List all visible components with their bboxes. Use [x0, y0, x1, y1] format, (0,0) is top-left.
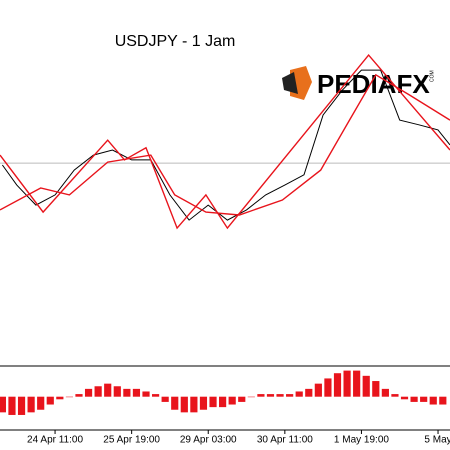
histogram-bar	[180, 396, 188, 413]
x-tick-label: 5 May	[424, 435, 450, 446]
histogram-bar	[199, 396, 208, 410]
histogram-bar	[209, 396, 217, 408]
histogram-bar	[257, 394, 265, 397]
histogram-bar	[400, 396, 409, 400]
x-tick-label: 1 May 19:00	[334, 435, 389, 446]
histogram-bar	[324, 378, 332, 397]
histogram-bar	[305, 388, 313, 397]
histogram-bar	[151, 394, 160, 397]
histogram-bar	[8, 396, 16, 415]
indicator-line	[0, 54, 450, 230]
histogram-bar	[104, 383, 112, 397]
histogram-bar	[276, 394, 284, 397]
histogram-bar	[286, 394, 294, 397]
histogram-bar	[37, 396, 45, 410]
histogram-bar	[333, 373, 342, 397]
histogram-bar	[142, 391, 150, 397]
histogram-bar	[228, 396, 236, 405]
logo-icon-dark	[282, 72, 298, 94]
histogram-bar	[343, 370, 351, 397]
histogram-bar	[314, 383, 322, 397]
x-tick-label: 30 Apr 11:00	[257, 435, 313, 446]
x-tick-label: 25 Apr 19:00	[103, 435, 160, 446]
histogram-bar	[295, 391, 303, 397]
histogram-bar	[0, 396, 6, 413]
histogram-bar	[84, 388, 93, 397]
histogram-bar	[161, 396, 169, 402]
histogram-bar	[171, 396, 179, 410]
histogram-bar	[65, 396, 74, 398]
histogram-bar	[353, 370, 361, 397]
histogram-bar	[123, 388, 131, 397]
histogram-bar	[75, 394, 83, 397]
logo-suffix: COM	[429, 70, 435, 82]
x-tick-label: 24 Apr 11:00	[27, 435, 83, 446]
histogram-bar	[362, 375, 370, 397]
histogram-bar	[381, 388, 389, 397]
histogram-bar	[391, 394, 399, 397]
histogram-bar	[429, 396, 437, 405]
histogram-bar	[113, 386, 121, 397]
histogram-bar	[420, 396, 428, 402]
histogram-bar	[190, 396, 198, 413]
histogram-bar	[46, 396, 54, 405]
histogram-bar	[17, 396, 26, 415]
histogram-bar	[27, 396, 35, 413]
histogram-bar	[219, 396, 227, 408]
logo: PEDIAFX COM	[282, 66, 435, 100]
histogram-bar	[410, 396, 418, 402]
histogram-bar	[266, 394, 275, 397]
logo-text: PEDIAFX	[317, 69, 430, 99]
histogram-bar	[94, 386, 102, 397]
histogram-bar	[238, 396, 246, 402]
chart-title: USDJPY - 1 Jam	[115, 33, 236, 50]
indicator-line	[0, 73, 450, 216]
histogram-bar	[56, 396, 64, 400]
histogram-bar	[439, 396, 447, 405]
histogram-bar	[132, 388, 141, 397]
histogram-bar	[372, 381, 380, 397]
x-tick-label: 29 Apr 03:00	[180, 435, 237, 446]
histogram-bar	[247, 396, 255, 398]
